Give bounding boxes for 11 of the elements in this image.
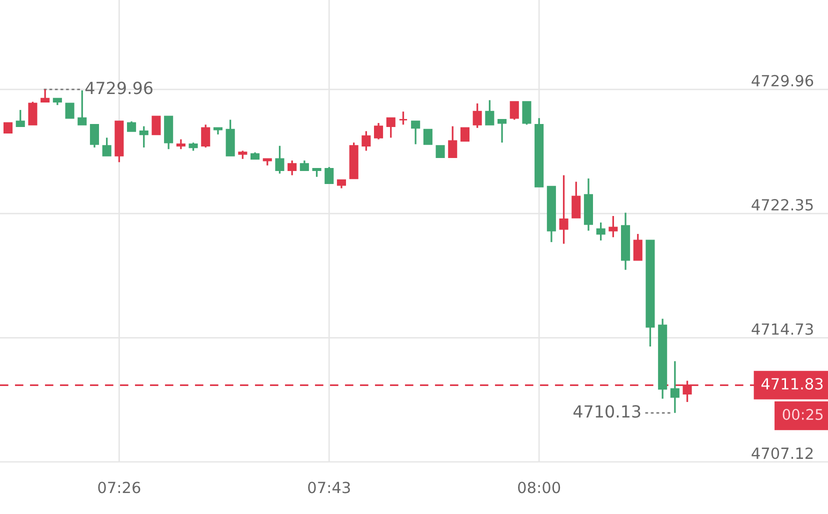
- text: 00:25: [782, 408, 823, 420]
- y-tick-label: 4707.12: [752, 447, 813, 460]
- annotation: 4729.96: [85, 82, 152, 94]
- ref-line-label: 4711.83: [761, 378, 823, 390]
- annotation: 4710.13: [573, 405, 640, 418]
- x-tick-label: 08:00: [518, 482, 560, 494]
- y-tick-label: 4729.96: [752, 74, 814, 86]
- x-tick-label: 07:26: [98, 482, 140, 494]
- x-tick-label: 07:43: [308, 482, 350, 494]
- y-tick-label: 4722.35: [752, 199, 813, 211]
- y-tick-label: 4714.73: [752, 323, 813, 335]
